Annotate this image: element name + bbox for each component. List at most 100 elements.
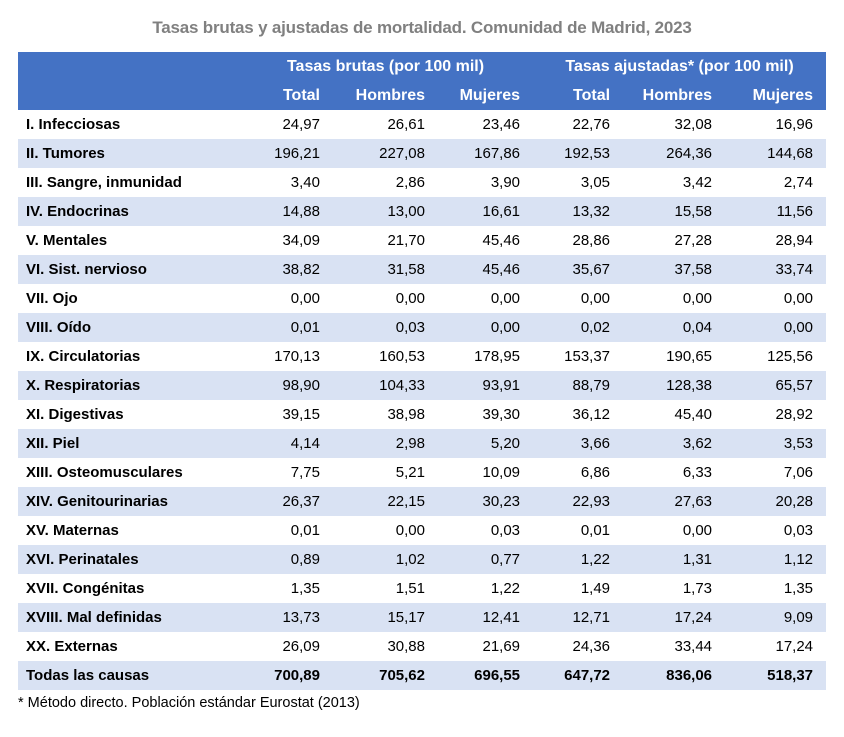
row-label: XVI. Perinatales: [26, 551, 139, 568]
cell-value: 33,44: [674, 638, 713, 655]
cell-value: 0,03: [490, 522, 521, 539]
cell-value: 22,15: [387, 493, 425, 510]
cell-value: 35,67: [572, 261, 611, 278]
cell-value: 518,37: [767, 667, 814, 684]
cell-value: 22,93: [572, 493, 611, 510]
cell-value: 705,62: [379, 667, 425, 684]
cell-value: 24,97: [282, 116, 320, 133]
corner-blank-cell-2: [18, 81, 238, 110]
cell-value: 264,36: [666, 145, 713, 162]
cell-value: 39,15: [282, 406, 320, 423]
table-row: VI. Sist. nervioso 38,82 31,58 45,46 35,67 37…: [18, 255, 827, 284]
row-label: II. Tumores: [26, 145, 105, 162]
cell-value: 16,61: [482, 203, 521, 220]
cell-value: 32,08: [674, 116, 713, 133]
table-row: XX. Externas 26,09 30,88 21,69 24,36 33,44 17,…: [18, 632, 826, 661]
cell-value: 1,49: [580, 580, 611, 597]
cell-value: 1,22: [490, 580, 521, 597]
cell-value: 3,90: [490, 174, 521, 191]
cell-value: 0,00: [783, 290, 814, 307]
column-header-brutas-mujeres: Mujeres: [438, 81, 534, 110]
column-header-brutas-hombres: Hombres: [333, 81, 438, 110]
table-row: III. Sangre, inmunidad 3,40 2,86 3,90 3,05 3,…: [18, 168, 826, 197]
row-label: Todas las causas: [26, 667, 150, 684]
cell-value: 20,28: [775, 493, 814, 510]
cell-value: 0,77: [490, 551, 521, 568]
cell-value: 33,74: [775, 261, 814, 278]
cell-value: 27,28: [674, 232, 713, 249]
cell-value: 39,30: [482, 406, 521, 423]
cell-value: 0,01: [580, 522, 611, 539]
cell-value: 4,14: [290, 435, 320, 452]
cell-value: 3,40: [290, 174, 320, 191]
cell-value: 10,09: [482, 464, 521, 481]
cell-value: 98,90: [282, 377, 320, 394]
cell-value: 0,02: [580, 319, 611, 336]
cell-value: 700,89: [274, 667, 320, 684]
cell-value: 5,20: [490, 435, 521, 452]
table-row: XII. Piel 4,14 2,98 5,20 3,66 3,62 3,53: [18, 429, 827, 458]
cell-value: 125,56: [767, 348, 814, 365]
cell-value: 27,63: [674, 493, 713, 510]
cell-value: 34,09: [282, 232, 320, 249]
table-row: XVIII. Mal definidas 13,73 15,17 12,41 12,71…: [18, 603, 827, 632]
cell-value: 12,41: [482, 609, 521, 626]
cell-value: 0,00: [395, 290, 425, 307]
cell-value: 0,00: [290, 290, 320, 307]
cell-value: 45,40: [674, 406, 713, 423]
cell-value: 0,00: [783, 319, 814, 336]
table-body: I. Infecciosas 24,97 26,61 23,46 22,76 32,08 1…: [18, 110, 827, 690]
cell-value: 178,95: [474, 348, 521, 365]
cell-value: 0,03: [395, 319, 425, 336]
cell-value: 38,98: [387, 406, 425, 423]
row-label: XIII. Osteomusculares: [26, 464, 183, 481]
cell-value: 1,51: [395, 580, 425, 597]
cell-value: 88,79: [572, 377, 611, 394]
row-label: IV. Endocrinas: [26, 203, 129, 220]
cell-value: 28,94: [775, 232, 814, 249]
cell-value: 37,58: [674, 261, 713, 278]
row-label: XX. Externas: [26, 638, 118, 655]
table-header: Tasas brutas (por 100 mil) Tasas ajustad…: [18, 52, 827, 110]
cell-value: 1,02: [395, 551, 425, 568]
cell-value: 12,71: [572, 609, 611, 626]
row-label: XVIII. Mal definidas: [26, 609, 162, 626]
cell-value: 0,00: [490, 290, 521, 307]
row-label: XIV. Genitourinarias: [26, 493, 168, 510]
cell-value: 65,57: [775, 377, 814, 394]
cell-value: 31,58: [387, 261, 425, 278]
cell-value: 196,21: [274, 145, 320, 162]
row-label: III. Sangre, inmunidad: [26, 174, 182, 191]
cell-value: 23,46: [482, 116, 521, 133]
cell-value: 0,00: [490, 319, 521, 336]
page-title: Tasas brutas y ajustadas de mortalidad. …: [152, 18, 692, 37]
cell-value: 227,08: [379, 145, 425, 162]
cell-value: 3,53: [783, 435, 814, 452]
cell-value: 13,32: [572, 203, 611, 220]
cell-value: 13,73: [282, 609, 320, 626]
group-header-ajustadas: Tasas ajustadas* (por 100 mil): [533, 52, 827, 81]
cell-value: 190,65: [666, 348, 713, 365]
column-header-ajustadas-mujeres: Mujeres: [725, 81, 827, 110]
cell-value: 21,70: [387, 232, 425, 249]
cell-value: 5,21: [395, 464, 425, 481]
cell-value: 1,22: [580, 551, 611, 568]
cell-value: 6,33: [682, 464, 713, 481]
table-row: XVII. Congénitas 1,35 1,51 1,22 1,49 1,73 1,35: [18, 574, 826, 603]
row-label: VIII. Oído: [26, 319, 92, 336]
row-label: XII. Piel: [26, 435, 80, 452]
cell-value: 0,03: [783, 522, 814, 539]
cell-value: 26,09: [282, 638, 320, 655]
cell-value: 1,73: [682, 580, 713, 597]
table-row: XV. Maternas 0,01 0,00 0,03 0,01 0,00 0,03: [18, 516, 826, 545]
table-row: IX. Circulatorias 170,13 160,53 178,95 153,3…: [18, 342, 826, 371]
cell-value: 1,35: [783, 580, 814, 597]
table-row: VIII. Oído 0,01 0,03 0,00 0,02 0,04 0,00: [18, 313, 827, 342]
cell-value: 647,72: [564, 667, 611, 684]
cell-value: 28,92: [775, 406, 814, 423]
cell-value: 160,53: [379, 348, 425, 365]
cell-value: 1,12: [783, 551, 814, 568]
table-row: XIV. Genitourinarias 26,37 22,15 30,23 22,93…: [18, 487, 827, 516]
cell-value: 30,23: [482, 493, 521, 510]
